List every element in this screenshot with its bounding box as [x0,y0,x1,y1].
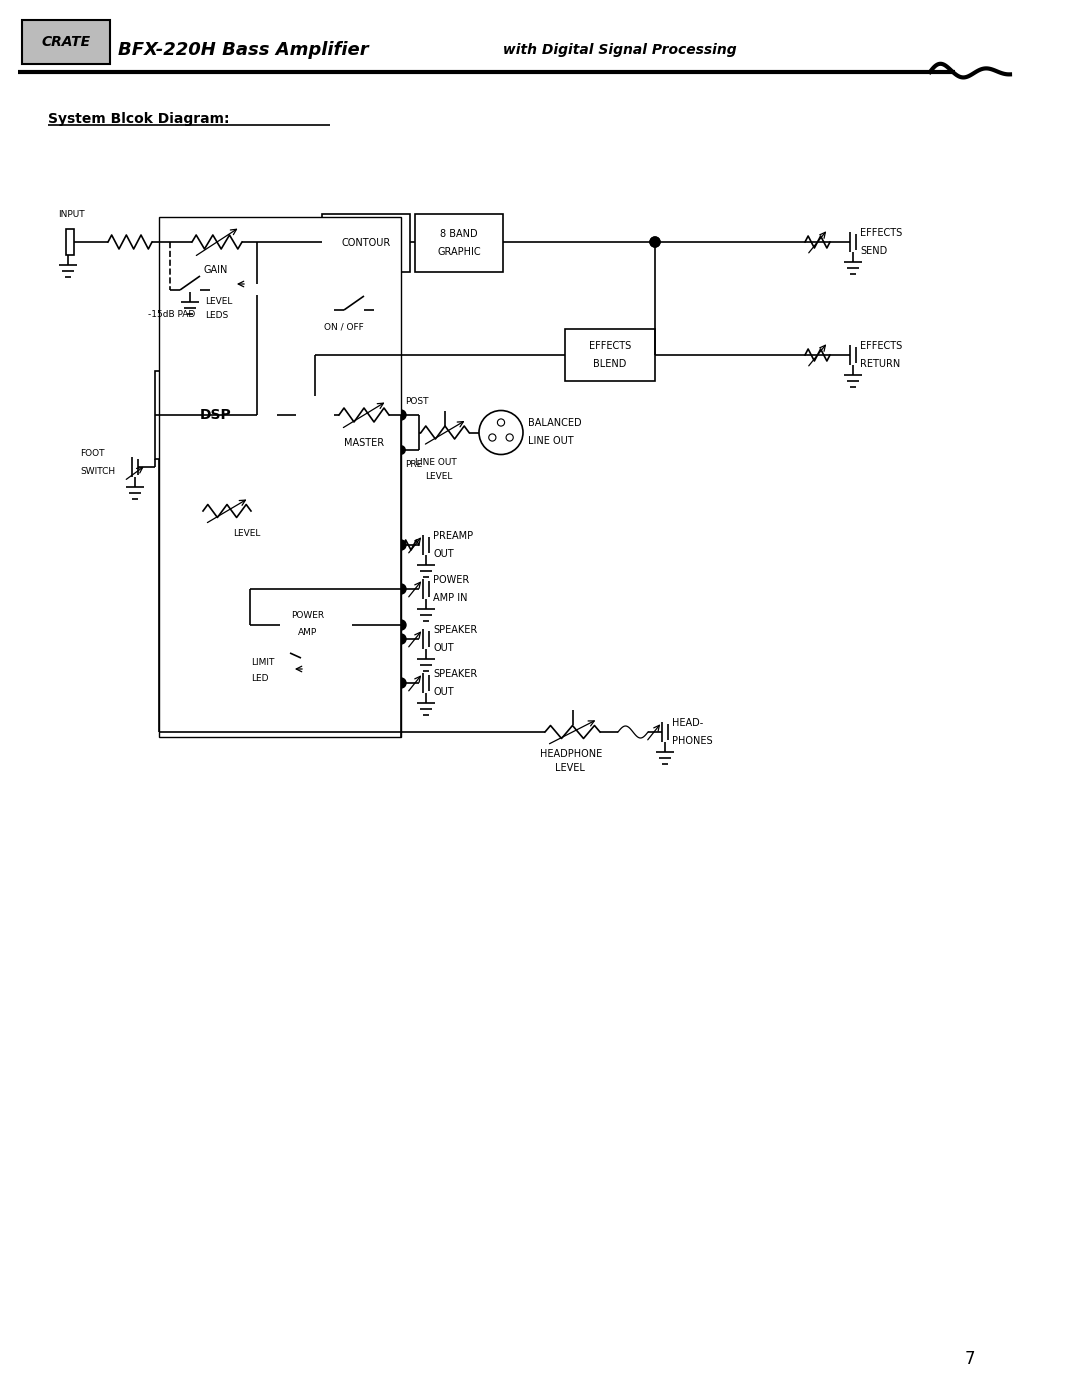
Text: -15dB PAD: -15dB PAD [148,310,195,319]
Circle shape [396,411,405,419]
Text: OUT: OUT [433,643,454,652]
Text: 8 BAND: 8 BAND [441,229,477,239]
Text: GAIN: GAIN [204,265,228,275]
Circle shape [177,286,184,293]
Text: LINE OUT: LINE OUT [415,458,457,467]
Bar [66,229,75,256]
Text: AMP: AMP [298,627,318,637]
Text: HEADPHONE: HEADPHONE [540,749,603,759]
Text: LED: LED [251,673,269,683]
Circle shape [396,541,406,550]
FancyBboxPatch shape [22,20,110,64]
Text: FOOT: FOOT [80,450,105,458]
Text: BFX-220H Bass Amplifier: BFX-220H Bass Amplifier [118,41,368,59]
Text: SWITCH: SWITCH [80,467,116,475]
Text: GRAPHIC: GRAPHIC [437,247,481,257]
Text: CONTOUR: CONTOUR [341,237,391,249]
Text: LEDS: LEDS [205,312,228,320]
Text: POST: POST [405,397,429,405]
Circle shape [396,409,406,420]
Text: INPUT: INPUT [58,210,84,218]
Circle shape [197,286,203,293]
Text: LINE OUT: LINE OUT [528,436,573,446]
Bar [415,214,503,272]
Text: DSP: DSP [200,408,232,422]
Text: SPEAKER: SPEAKER [433,669,477,679]
Text: AMP IN: AMP IN [433,592,468,604]
Circle shape [396,446,405,454]
Circle shape [650,237,660,247]
Text: OUT: OUT [433,549,454,559]
Text: HEAD-: HEAD- [672,718,703,728]
Circle shape [396,678,406,687]
Text: EFFECTS: EFFECTS [589,341,631,351]
Text: SPEAKER: SPEAKER [433,624,477,636]
Circle shape [340,307,348,313]
Text: with Digital Signal Processing: with Digital Signal Processing [498,43,737,57]
Text: 7: 7 [964,1350,975,1368]
Text: SEND: SEND [860,246,888,256]
Text: ON / OFF: ON / OFF [324,323,364,331]
Text: CRATE: CRATE [41,35,91,49]
Bar [159,217,401,738]
Text: MASTER: MASTER [345,439,384,448]
Text: BALANCED: BALANCED [528,418,582,427]
Text: EFFECTS: EFFECTS [860,228,902,237]
Text: PREAMP: PREAMP [433,531,473,541]
Text: POWER: POWER [292,610,325,619]
Text: RETURN: RETURN [860,359,901,369]
Bar [322,214,410,272]
Text: OUT: OUT [433,687,454,697]
Text: BLEND: BLEND [593,359,626,369]
Bar [156,372,276,460]
Text: LEVEL: LEVEL [426,472,453,481]
Text: LIMIT: LIMIT [251,658,274,666]
Circle shape [165,237,175,247]
Text: PRE: PRE [405,460,422,468]
Text: LEVEL: LEVEL [205,298,232,306]
Text: LEVEL: LEVEL [233,528,260,538]
Text: EFFECTS: EFFECTS [860,341,902,351]
Circle shape [396,620,406,630]
Text: POWER: POWER [433,576,469,585]
Circle shape [396,584,406,594]
Text: PHONES: PHONES [672,736,713,746]
Circle shape [361,307,367,313]
Text: System Blcok Diagram:: System Blcok Diagram: [48,112,229,126]
Circle shape [650,237,660,247]
Bar [565,330,654,381]
Circle shape [396,634,406,644]
Text: LEVEL: LEVEL [555,763,585,773]
Circle shape [252,237,262,247]
